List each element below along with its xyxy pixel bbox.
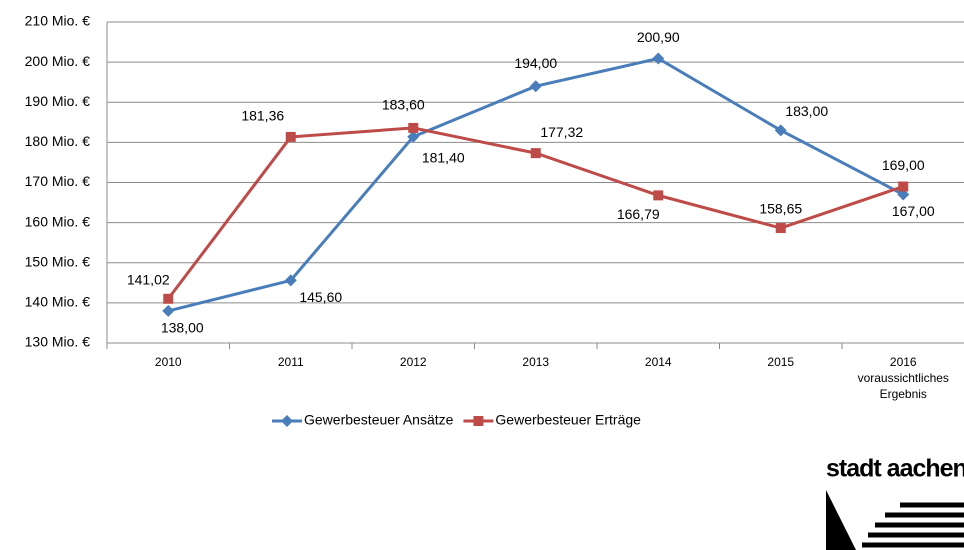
legend-label: Gewerbesteuer Erträge bbox=[495, 412, 641, 428]
logo-text: stadt aachen bbox=[826, 455, 964, 483]
marker bbox=[162, 304, 175, 317]
marker bbox=[407, 130, 420, 143]
y-tick-label: 200 Mio. € bbox=[25, 53, 91, 69]
marker bbox=[897, 188, 910, 201]
x-tick-label: 2013 bbox=[522, 355, 549, 369]
series-line bbox=[167, 56, 904, 313]
x-tick-label: 2014 bbox=[645, 355, 672, 369]
marker bbox=[652, 52, 665, 65]
data-label: 141,02 bbox=[127, 271, 170, 287]
y-tick-label: 170 Mio. € bbox=[25, 173, 91, 189]
data-label: 145,60 bbox=[299, 289, 342, 305]
marker bbox=[285, 131, 296, 142]
marker bbox=[898, 181, 909, 192]
data-label: 169,00 bbox=[882, 157, 925, 173]
legend-label: Gewerbesteuer Ansätze bbox=[304, 412, 454, 428]
x-tick-label: 2012 bbox=[400, 355, 427, 369]
data-label: 138,00 bbox=[161, 320, 204, 336]
marker bbox=[530, 148, 541, 159]
y-tick-label: 150 Mio. € bbox=[25, 253, 91, 269]
data-label: 177,32 bbox=[540, 124, 583, 140]
data-label: 181,36 bbox=[241, 108, 284, 124]
y-tick-label: 140 Mio. € bbox=[25, 294, 91, 310]
data-label: 167,00 bbox=[892, 203, 935, 219]
y-tick-label: 160 Mio. € bbox=[25, 213, 91, 229]
data-label: 194,00 bbox=[514, 55, 557, 71]
x-tick-label: 2010 bbox=[155, 355, 182, 369]
marker bbox=[408, 122, 419, 133]
logo-shape bbox=[826, 490, 856, 550]
marker bbox=[653, 190, 664, 201]
y-tick-label: 180 Mio. € bbox=[25, 133, 91, 149]
data-label: 158,65 bbox=[759, 201, 802, 217]
logo: stadt aachen bbox=[826, 455, 964, 550]
y-tick-label: 190 Mio. € bbox=[25, 93, 91, 109]
data-label: 200,90 bbox=[637, 29, 680, 45]
legend-marker bbox=[473, 416, 484, 426]
logo-stripes bbox=[862, 502, 964, 548]
data-label: 181,40 bbox=[422, 149, 465, 165]
data-label: 183,60 bbox=[382, 97, 425, 113]
x-tick-label: 2016 voraussichtliches Ergebnis bbox=[858, 355, 949, 401]
y-tick-label: 130 Mio. € bbox=[25, 334, 91, 350]
marker bbox=[284, 274, 297, 287]
marker bbox=[529, 80, 542, 93]
marker bbox=[774, 124, 787, 137]
legend-marker bbox=[281, 415, 293, 427]
marker bbox=[775, 223, 786, 234]
x-tick-label: 2011 bbox=[278, 355, 304, 369]
x-tick-label: 2015 bbox=[767, 355, 794, 369]
y-tick-label: 210 Mio. € bbox=[25, 13, 91, 29]
marker bbox=[163, 293, 174, 304]
data-label: 183,00 bbox=[785, 103, 828, 119]
data-label: 166,79 bbox=[617, 206, 660, 222]
